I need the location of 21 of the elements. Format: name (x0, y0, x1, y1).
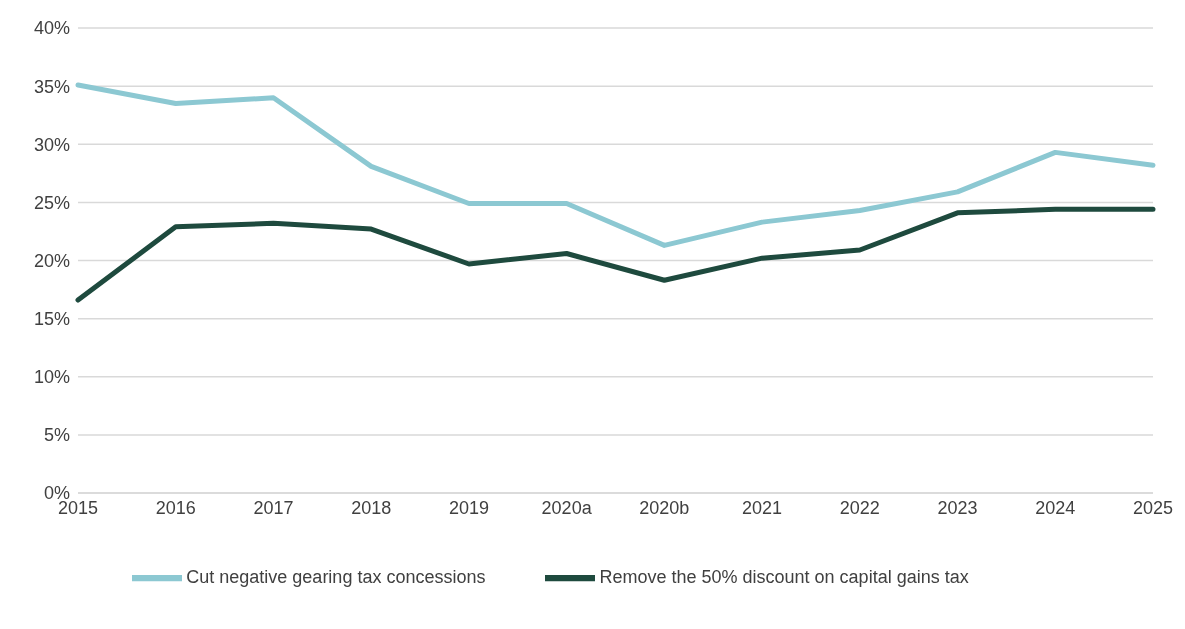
x-tick-label: 2019 (448, 497, 489, 518)
x-tick-label: 2024 (1035, 497, 1076, 518)
x-tick-label: 2021 (742, 497, 783, 518)
y-tick-label: 40% (33, 18, 70, 39)
x-tick-label: 2025 (1132, 497, 1174, 518)
y-tick-label: 30% (33, 134, 70, 155)
y-tick-label: 20% (33, 250, 70, 271)
y-tick-label: 35% (33, 76, 70, 97)
y-tick-label: 25% (33, 192, 70, 213)
x-tick-label: 2016 (155, 497, 196, 518)
x-tick-label: 2023 (937, 497, 978, 518)
legend-label: Remove the 50% discount on capital gains tax (599, 566, 969, 587)
y-tick-label: 15% (33, 309, 70, 330)
x-tick-label: 2018 (351, 497, 392, 518)
x-tick-label: 2020a (541, 497, 593, 518)
x-tick-label: 2017 (253, 497, 294, 518)
x-tick-label: 2020b (639, 497, 690, 518)
y-tick-label: 5% (43, 425, 70, 446)
x-tick-label: 2022 (839, 497, 880, 518)
legend-label: Cut negative gearing tax concessions (186, 566, 486, 587)
y-tick-label: 10% (33, 367, 70, 388)
